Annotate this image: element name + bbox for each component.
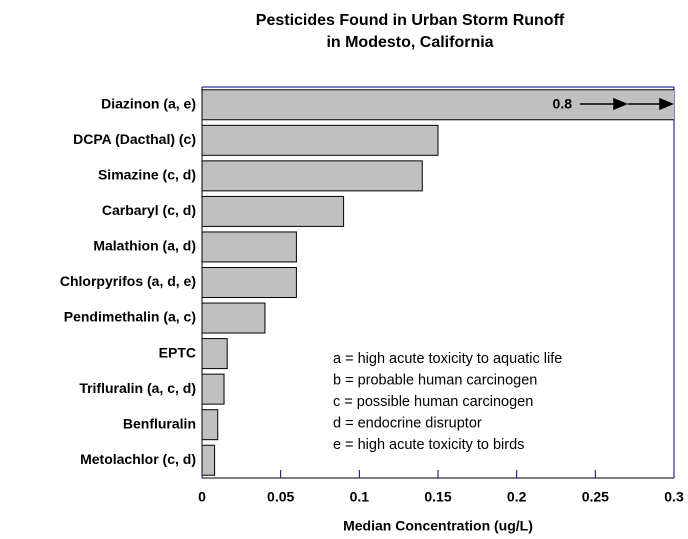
chart-title: in Modesto, California bbox=[326, 34, 493, 51]
x-tick-label: 0 bbox=[198, 489, 206, 505]
bar bbox=[202, 302, 266, 334]
legend-note: a = high acute toxicity to aquatic life bbox=[333, 351, 562, 367]
bar bbox=[202, 195, 345, 227]
legend-note: d = endocrine disruptor bbox=[333, 415, 482, 431]
x-tick-label: 0.1 bbox=[350, 489, 370, 505]
bar bbox=[202, 444, 216, 476]
y-tick-label: Trifluralin (a, c, d) bbox=[79, 380, 196, 396]
x-tick-label: 0.15 bbox=[424, 489, 451, 505]
bar bbox=[202, 124, 439, 156]
bar bbox=[202, 338, 228, 370]
bar bbox=[202, 231, 297, 263]
arrow-head bbox=[659, 97, 674, 111]
y-tick-label: Pendimethalin (a, c) bbox=[64, 309, 196, 325]
y-tick-label: DCPA (Dacthal) (c) bbox=[73, 131, 196, 147]
y-tick-label: Chlorpyrifos (a, d, e) bbox=[60, 273, 196, 289]
legend-note: c = possible human carcinogen bbox=[333, 394, 533, 410]
y-tick-label: Metolachlor (c, d) bbox=[80, 451, 196, 467]
bar bbox=[202, 89, 674, 121]
y-tick-label: Simazine (c, d) bbox=[98, 167, 196, 183]
bar bbox=[202, 160, 423, 192]
x-tick-label: 0.05 bbox=[267, 489, 294, 505]
y-tick-label: EPTC bbox=[159, 344, 196, 360]
y-tick-label: Diazinon (a, e) bbox=[101, 95, 196, 111]
bar bbox=[202, 267, 297, 298]
y-tick-label: Benfluralin bbox=[123, 415, 196, 431]
x-tick-label: 0.3 bbox=[664, 489, 684, 505]
arrow-head bbox=[613, 97, 628, 111]
legend-note: e = high acute toxicity to birds bbox=[333, 437, 524, 453]
legend-note: b = probable human carcinogen bbox=[333, 372, 537, 388]
y-tick-label: Malathion (a, d) bbox=[93, 238, 196, 254]
arrows bbox=[580, 97, 674, 111]
x-axis-label: Median Concentration (ug/L) bbox=[343, 518, 533, 534]
chart-title: Pesticides Found in Urban Storm Runoff bbox=[256, 12, 565, 29]
y-tick-label: Carbaryl (c, d) bbox=[102, 202, 196, 218]
bar bbox=[202, 409, 219, 441]
bars bbox=[202, 89, 674, 476]
x-tick-label: 0.25 bbox=[582, 489, 609, 505]
data-label: 0.8 bbox=[553, 95, 573, 111]
bar bbox=[202, 373, 225, 405]
x-tick-label: 0.2 bbox=[507, 489, 527, 505]
